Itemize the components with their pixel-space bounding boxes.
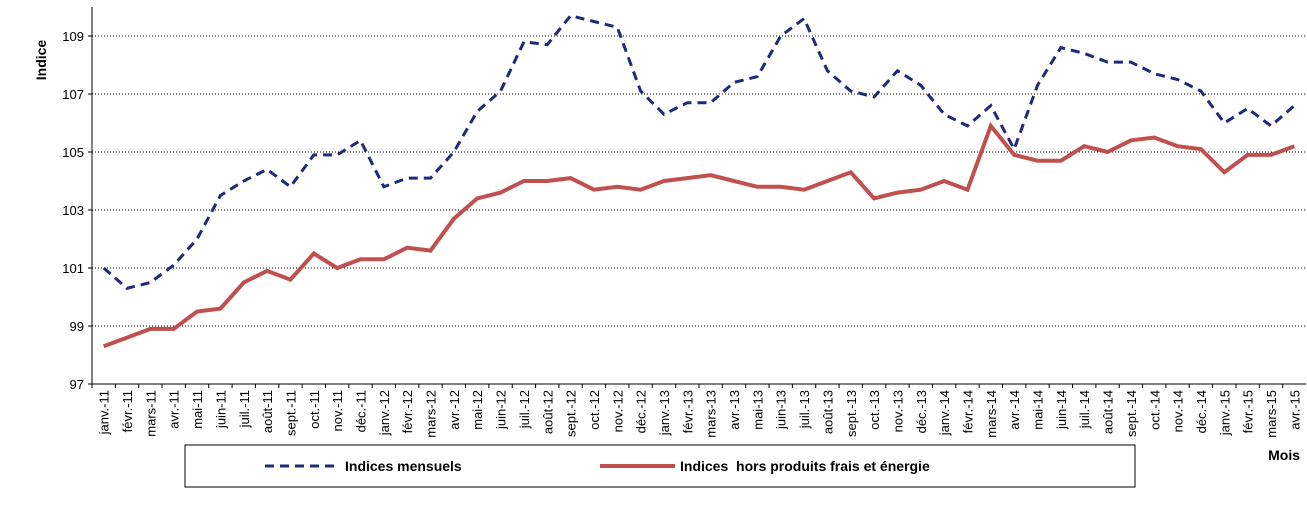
x-tick-label: juin-13 — [774, 390, 789, 430]
x-tick-label: sept.-13 — [844, 390, 859, 437]
line-series — [102, 121, 1296, 349]
x-axis-label: Mois — [1268, 447, 1300, 463]
x-tick-label: sept.-12 — [564, 390, 579, 437]
x-tick-label: déc.-11 — [353, 390, 368, 432]
x-tick-label: nov.-14 — [1171, 390, 1186, 432]
x-tick-label: janv.-13 — [657, 390, 672, 436]
y-tick-label: 109 — [62, 29, 84, 44]
x-tick-label: juil.-13 — [797, 390, 812, 429]
x-tick-label: mai-12 — [470, 390, 485, 430]
y-tick-label: 97 — [70, 377, 84, 392]
x-tick-label: août-13 — [820, 390, 835, 434]
x-tick-label: avr.-14 — [1007, 390, 1022, 430]
x-tick-label: oct.-13 — [867, 390, 882, 430]
x-tick-label: oct.-11 — [307, 390, 322, 429]
legend-label: Indices mensuels — [345, 458, 462, 474]
x-tick-label: mars-15 — [1264, 390, 1279, 438]
x-tick-label: avr.-12 — [447, 390, 462, 430]
y-tick-label: 101 — [62, 261, 84, 276]
x-tick-label: mars-13 — [704, 390, 719, 438]
x-tick-label: nov.-13 — [890, 390, 905, 432]
x-tick-label: mai-13 — [750, 390, 765, 430]
x-tick-label: juil.-11 — [237, 390, 252, 428]
x-tick-label: févr.-15 — [1241, 390, 1256, 433]
x-tick-label: juil.-14 — [1077, 390, 1092, 429]
y-tick-label: 103 — [62, 203, 84, 218]
y-tick-label: 105 — [62, 145, 84, 160]
x-tick-label: déc.-12 — [634, 390, 649, 433]
x-tick-label: sept.-11 — [283, 390, 298, 436]
x-tick-label: juil.-12 — [517, 390, 532, 429]
x-tick-label: avr.-11 — [167, 390, 182, 429]
x-tick-label: mars-11 — [143, 390, 158, 437]
x-tick-label: août-14 — [1101, 390, 1116, 434]
line-series — [102, 14, 1296, 290]
x-tick-label: juin-11 — [213, 390, 228, 429]
x-tick-label: oct.-14 — [1147, 390, 1162, 430]
x-tick-label: janv.-12 — [377, 390, 392, 436]
x-tick-label: oct.-12 — [587, 390, 602, 430]
x-tick-label: nov.-12 — [610, 390, 625, 432]
x-tick-label: mars-12 — [424, 390, 439, 438]
x-tick-label: sept.-14 — [1124, 390, 1139, 437]
x-tick-label: janv.-15 — [1217, 390, 1232, 436]
y-tick-label: 99 — [70, 319, 84, 334]
x-tick-label: mai-14 — [1031, 390, 1046, 430]
x-tick-label: mars-14 — [984, 390, 999, 438]
x-tick-label: févr.-12 — [400, 390, 415, 433]
y-tick-label: 107 — [62, 87, 84, 102]
x-tick-label: déc.-13 — [914, 390, 929, 433]
x-tick-label: févr.-13 — [680, 390, 695, 433]
x-tick-label: juin-12 — [494, 390, 509, 430]
x-tick-label: déc.-14 — [1194, 390, 1209, 433]
x-tick-label: août-11 — [260, 390, 275, 433]
x-tick-label: févr.-11 — [120, 390, 135, 432]
x-tick-label: avr.-13 — [727, 390, 742, 430]
x-tick-label: avr.-15 — [1287, 390, 1302, 430]
x-tick-label: janv.-14 — [937, 390, 952, 436]
x-tick-label: janv.-11 — [97, 390, 112, 435]
x-tick-label: nov.-11 — [330, 390, 345, 431]
legend-label: Indices hors produits frais et énergie — [680, 458, 930, 474]
x-tick-label: mai-11 — [190, 390, 205, 429]
x-tick-label: août-12 — [540, 390, 555, 434]
x-tick-label: juin-14 — [1054, 390, 1069, 430]
y-axis-label: Indice — [33, 40, 49, 81]
x-tick-label: févr.-14 — [960, 390, 975, 433]
